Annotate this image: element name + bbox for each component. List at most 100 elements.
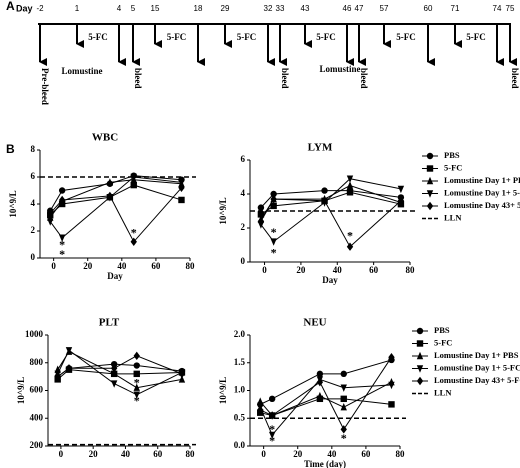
day-label: 4 [117, 4, 122, 13]
legend-label: Lomustine Day 43+ 5-FC [444, 200, 520, 210]
day-label: -2 [36, 4, 44, 13]
legend-marker [416, 327, 424, 335]
y-tick-label: 6 [241, 154, 246, 164]
treatment-label: 5-FC [396, 32, 416, 42]
data-point [106, 191, 114, 201]
y-tick-label: 4 [241, 188, 246, 198]
data-point [270, 190, 277, 198]
day-label: 15 [151, 4, 160, 13]
x-tick-label: 0 [262, 265, 267, 275]
data-point [270, 202, 277, 210]
y-axis-label: 10^9/L [16, 377, 26, 404]
x-axis-label: Day [107, 271, 123, 281]
x-axis-label: Day [322, 275, 338, 285]
treatment-label: 5-FC [466, 32, 486, 42]
data-point [133, 370, 140, 378]
series-line [260, 198, 402, 248]
legend-label: 5-FC [434, 337, 452, 347]
day-label: 57 [380, 4, 389, 13]
day-label: 29 [221, 4, 230, 13]
data-point [340, 370, 347, 378]
data-point [316, 370, 324, 378]
x-tick-label: 40 [121, 449, 131, 459]
data-point [268, 395, 276, 403]
legend-marker [416, 351, 424, 360]
data-point [397, 185, 405, 194]
x-axis-label: Time (day) [304, 459, 346, 468]
chart-title: PLT [99, 317, 120, 329]
annotation: * [134, 375, 140, 389]
legend-label: Lomustine Day 1+ 5-FC [444, 187, 520, 197]
event-label: bleed [280, 68, 290, 89]
data-point [340, 402, 347, 411]
data-point [268, 411, 276, 420]
legend-marker [426, 190, 434, 198]
data-point [321, 187, 328, 194]
legend-marker [426, 152, 434, 160]
y-axis-label: 10^9/L [218, 377, 228, 404]
series-line [49, 175, 182, 212]
x-tick-label: 40 [333, 265, 343, 275]
timeline-axis-label: Day [16, 3, 33, 13]
day-label: 5 [131, 4, 136, 13]
y-tick-label: 0 [241, 256, 246, 266]
day-label: 33 [276, 4, 285, 13]
y-tick-label: 1.0 [234, 385, 246, 395]
x-tick-label: 20 [293, 449, 303, 459]
event-label: bleed [359, 68, 369, 89]
data-point [178, 369, 186, 379]
data-point [47, 209, 54, 218]
data-point [397, 196, 405, 205]
series-line [49, 179, 182, 218]
chart-title: LYM [308, 142, 333, 154]
x-tick-label: 20 [83, 261, 93, 271]
annotation: * [269, 422, 275, 436]
event-label: bleed [133, 68, 143, 89]
data-point [178, 183, 185, 192]
legend-label: PBS [434, 325, 450, 335]
x-tick-label: 80 [406, 265, 416, 275]
y-tick-label: 4 [31, 198, 36, 208]
annotation: * [269, 433, 275, 447]
legend-marker [426, 201, 434, 211]
data-point [270, 194, 277, 204]
data-point [346, 189, 354, 196]
y-tick-label: 800 [30, 357, 44, 367]
x-tick-label: 40 [327, 449, 337, 459]
data-point [346, 242, 354, 251]
y-tick-label: 0.5 [234, 412, 246, 422]
day-label: 71 [451, 4, 460, 13]
data-point [65, 347, 73, 355]
x-tick-label: 60 [369, 265, 379, 275]
x-tick-label: 60 [361, 449, 371, 459]
y-tick-label: 1000 [25, 329, 44, 339]
legend-marker [416, 365, 424, 373]
x-tick-label: 0 [59, 449, 64, 459]
day-label: 43 [301, 4, 310, 13]
x-tick-label: 40 [117, 261, 127, 271]
y-tick-label: 2 [31, 225, 36, 235]
data-point [58, 187, 66, 194]
x-tick-label: 60 [153, 449, 163, 459]
legend-marker [416, 340, 424, 347]
day-label: 1 [75, 4, 80, 13]
legend-label: Lomustine Day 1+ PBS [444, 175, 520, 185]
legend-label: Lomustine Day 1+ PBS [434, 350, 519, 360]
data-point [130, 237, 137, 246]
day-label: 46 [343, 4, 352, 13]
data-point [133, 362, 140, 369]
x-tick-label: 0 [51, 261, 56, 271]
data-point [65, 364, 73, 373]
data-point [270, 238, 277, 246]
legend-label: PBS [444, 150, 460, 160]
day-label: 18 [194, 4, 203, 13]
legend-marker [426, 176, 434, 185]
data-point [106, 178, 114, 186]
y-tick-label: 200 [30, 440, 44, 450]
panel-label: B [6, 142, 15, 156]
data-point [110, 364, 118, 373]
y-axis-label: 10^9/L [8, 190, 18, 217]
data-point [316, 391, 324, 400]
legend-label: Lomustine Day 1+ 5-FC [434, 362, 520, 372]
